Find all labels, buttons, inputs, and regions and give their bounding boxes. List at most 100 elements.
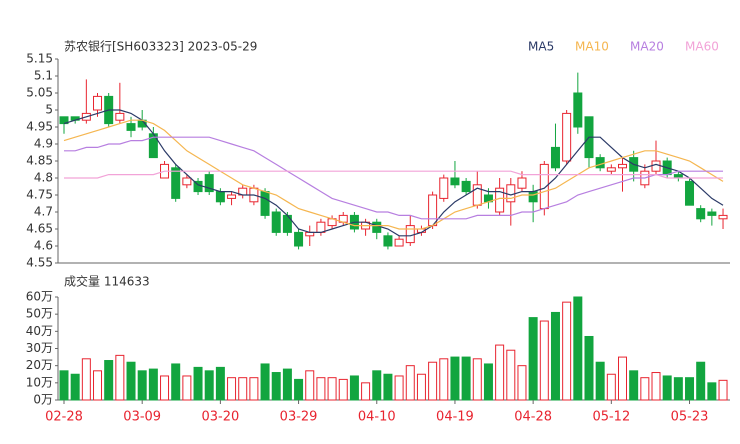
volume-bar bbox=[629, 370, 639, 401]
volume-bar bbox=[383, 373, 393, 401]
candle-body bbox=[59, 116, 69, 125]
volume-bar bbox=[93, 370, 103, 401]
y-tick-label: 4.6 bbox=[34, 239, 53, 253]
volume-bar bbox=[215, 366, 225, 401]
volume-bar bbox=[104, 360, 114, 401]
volume-bar bbox=[260, 363, 270, 401]
volume-bar bbox=[361, 382, 371, 401]
candle-body bbox=[215, 191, 225, 203]
volume-bar bbox=[327, 377, 337, 401]
volume-bar bbox=[316, 377, 326, 401]
candle-body bbox=[506, 184, 516, 203]
volume-bar bbox=[528, 317, 538, 401]
volume-bar bbox=[238, 377, 248, 401]
y-tick-label: 4.9 bbox=[34, 137, 53, 151]
volume-bar bbox=[349, 375, 359, 401]
legend-entry: MA10 bbox=[575, 40, 609, 54]
candle-body bbox=[707, 211, 717, 216]
volume-bar bbox=[148, 368, 158, 401]
chart-title: 苏农银行[SH603323] 2023-05-29 bbox=[64, 40, 257, 54]
candle-body bbox=[528, 191, 538, 203]
y-tick-label: 5.05 bbox=[26, 86, 53, 100]
volume-bar bbox=[483, 363, 493, 401]
y-tick-label: 4.55 bbox=[26, 256, 53, 270]
y-tick-label: 10万 bbox=[26, 375, 53, 389]
volume-bar bbox=[271, 372, 281, 401]
candle-body bbox=[618, 163, 627, 169]
x-tick-label: 03-20 bbox=[201, 410, 239, 425]
x-tick-label: 04-10 bbox=[358, 410, 396, 425]
volume-bar bbox=[115, 354, 125, 401]
y-tick-label: 4.95 bbox=[26, 120, 53, 134]
candle-body bbox=[182, 177, 192, 186]
volume-bar bbox=[171, 363, 181, 401]
y-tick-label: 5.1 bbox=[34, 69, 53, 83]
ma-line bbox=[64, 136, 724, 220]
volume-bar bbox=[305, 370, 315, 401]
volume-title: 成交量 114633 bbox=[64, 274, 150, 289]
volume-bar bbox=[573, 296, 583, 401]
volume-bar bbox=[416, 373, 426, 401]
volume-bar bbox=[439, 358, 449, 401]
volume-bar bbox=[595, 361, 605, 401]
volume-bar bbox=[428, 361, 438, 401]
legend-entry: MA5 bbox=[528, 40, 554, 54]
x-tick-label: 02-28 bbox=[45, 410, 83, 425]
candle-body bbox=[294, 231, 304, 247]
volume-bar bbox=[562, 301, 572, 401]
y-tick-label: 60万 bbox=[26, 290, 53, 304]
y-tick-label: 40万 bbox=[26, 324, 53, 338]
y-tick-label: 4.85 bbox=[26, 154, 53, 168]
candle-body bbox=[428, 194, 438, 227]
volume-bar bbox=[137, 370, 147, 401]
volume-bar bbox=[450, 356, 460, 401]
volume-bar bbox=[718, 379, 728, 401]
y-tick-label: 5 bbox=[45, 103, 53, 117]
legend-entry: MA20 bbox=[630, 40, 664, 54]
volume-bar bbox=[673, 377, 683, 401]
candle-body bbox=[573, 92, 583, 128]
volume-bar bbox=[160, 375, 170, 401]
x-tick-label: 03-29 bbox=[280, 410, 318, 425]
y-tick-label: 5.15 bbox=[26, 52, 53, 66]
candle-body bbox=[372, 221, 382, 233]
candle-body bbox=[126, 123, 136, 131]
candle-body bbox=[696, 208, 706, 220]
volume-bar bbox=[204, 370, 214, 401]
candle-body bbox=[517, 177, 527, 189]
volume-bar bbox=[517, 365, 527, 401]
volume-bar bbox=[495, 344, 505, 401]
x-tick-label: 03-09 bbox=[123, 410, 161, 425]
volume-bar bbox=[707, 382, 717, 401]
candle-body bbox=[685, 180, 695, 206]
candle-body bbox=[227, 194, 237, 199]
x-tick-label: 05-12 bbox=[592, 410, 630, 425]
y-tick-label: 0万 bbox=[33, 393, 53, 407]
y-tick-label: 4.7 bbox=[34, 205, 53, 219]
volume-bar bbox=[227, 377, 237, 401]
candle-body bbox=[260, 191, 270, 216]
candle-body bbox=[595, 157, 605, 169]
volume-bar bbox=[249, 377, 259, 401]
volume-bar bbox=[59, 370, 69, 401]
volume-bar bbox=[126, 361, 136, 401]
y-tick-label: 4.75 bbox=[26, 188, 53, 202]
y-tick-label: 50万 bbox=[26, 307, 53, 321]
candle-body bbox=[439, 177, 449, 199]
volume-bar bbox=[193, 366, 203, 401]
volume-bar bbox=[405, 365, 415, 401]
y-tick-label: 4.8 bbox=[34, 171, 53, 185]
candle-body bbox=[204, 174, 214, 193]
candle-body bbox=[93, 95, 103, 111]
volume-bar bbox=[685, 377, 695, 401]
volume-bar bbox=[651, 372, 661, 401]
volume-bar bbox=[461, 356, 471, 401]
candle-body bbox=[450, 177, 460, 186]
volume-bar bbox=[81, 358, 91, 401]
volume-bar bbox=[338, 378, 348, 401]
candle-body bbox=[651, 160, 661, 172]
volume-bar bbox=[506, 349, 516, 401]
y-tick-label: 4.65 bbox=[26, 222, 53, 236]
volume-bar bbox=[662, 375, 672, 401]
volume-bar bbox=[550, 311, 560, 401]
